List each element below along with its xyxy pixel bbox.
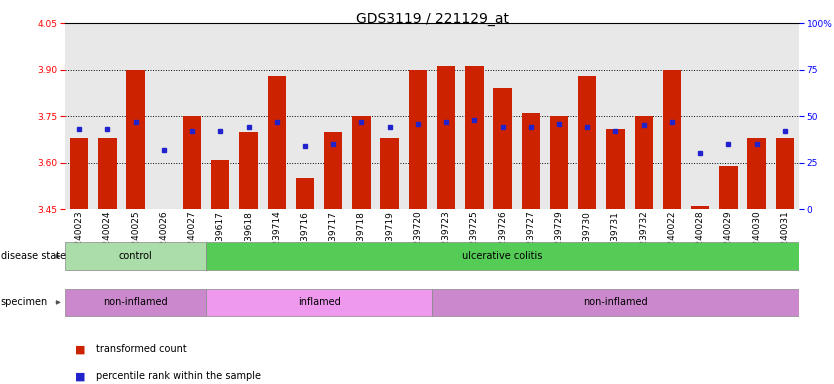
Bar — [206, 289, 432, 316]
Text: percentile rank within the sample: percentile rank within the sample — [96, 371, 261, 381]
Text: non-inflamed: non-inflamed — [583, 297, 648, 308]
Bar — [183, 116, 201, 209]
Bar — [521, 113, 540, 209]
Bar — [98, 138, 117, 209]
Text: ■: ■ — [75, 344, 86, 354]
Bar — [719, 166, 737, 209]
Text: ulcerative colitis: ulcerative colitis — [462, 251, 543, 262]
Bar — [578, 76, 596, 209]
Bar — [65, 289, 206, 316]
Bar — [494, 88, 512, 209]
Text: specimen: specimen — [1, 297, 48, 308]
Text: control: control — [118, 251, 153, 262]
Bar — [239, 132, 258, 209]
Bar — [324, 132, 343, 209]
Bar — [550, 116, 568, 209]
Bar — [211, 160, 229, 209]
Text: disease state: disease state — [1, 251, 66, 262]
Bar — [65, 243, 206, 270]
Text: ■: ■ — [75, 371, 86, 381]
Bar — [296, 178, 314, 209]
Bar — [409, 70, 427, 209]
Text: non-inflamed: non-inflamed — [103, 297, 168, 308]
Text: transformed count: transformed count — [96, 344, 187, 354]
Bar — [268, 76, 286, 209]
Bar — [776, 138, 794, 209]
Bar — [635, 116, 653, 209]
Bar — [465, 66, 484, 209]
Bar — [380, 138, 399, 209]
Bar — [206, 243, 799, 270]
Bar — [606, 129, 625, 209]
Bar — [691, 206, 710, 209]
Text: inflamed: inflamed — [298, 297, 340, 308]
Bar — [663, 70, 681, 209]
Bar — [747, 138, 766, 209]
Bar — [70, 138, 88, 209]
Bar — [127, 70, 145, 209]
Text: GDS3119 / 221129_at: GDS3119 / 221129_at — [355, 12, 509, 25]
Bar — [432, 289, 799, 316]
Bar — [352, 116, 370, 209]
Bar — [437, 66, 455, 209]
